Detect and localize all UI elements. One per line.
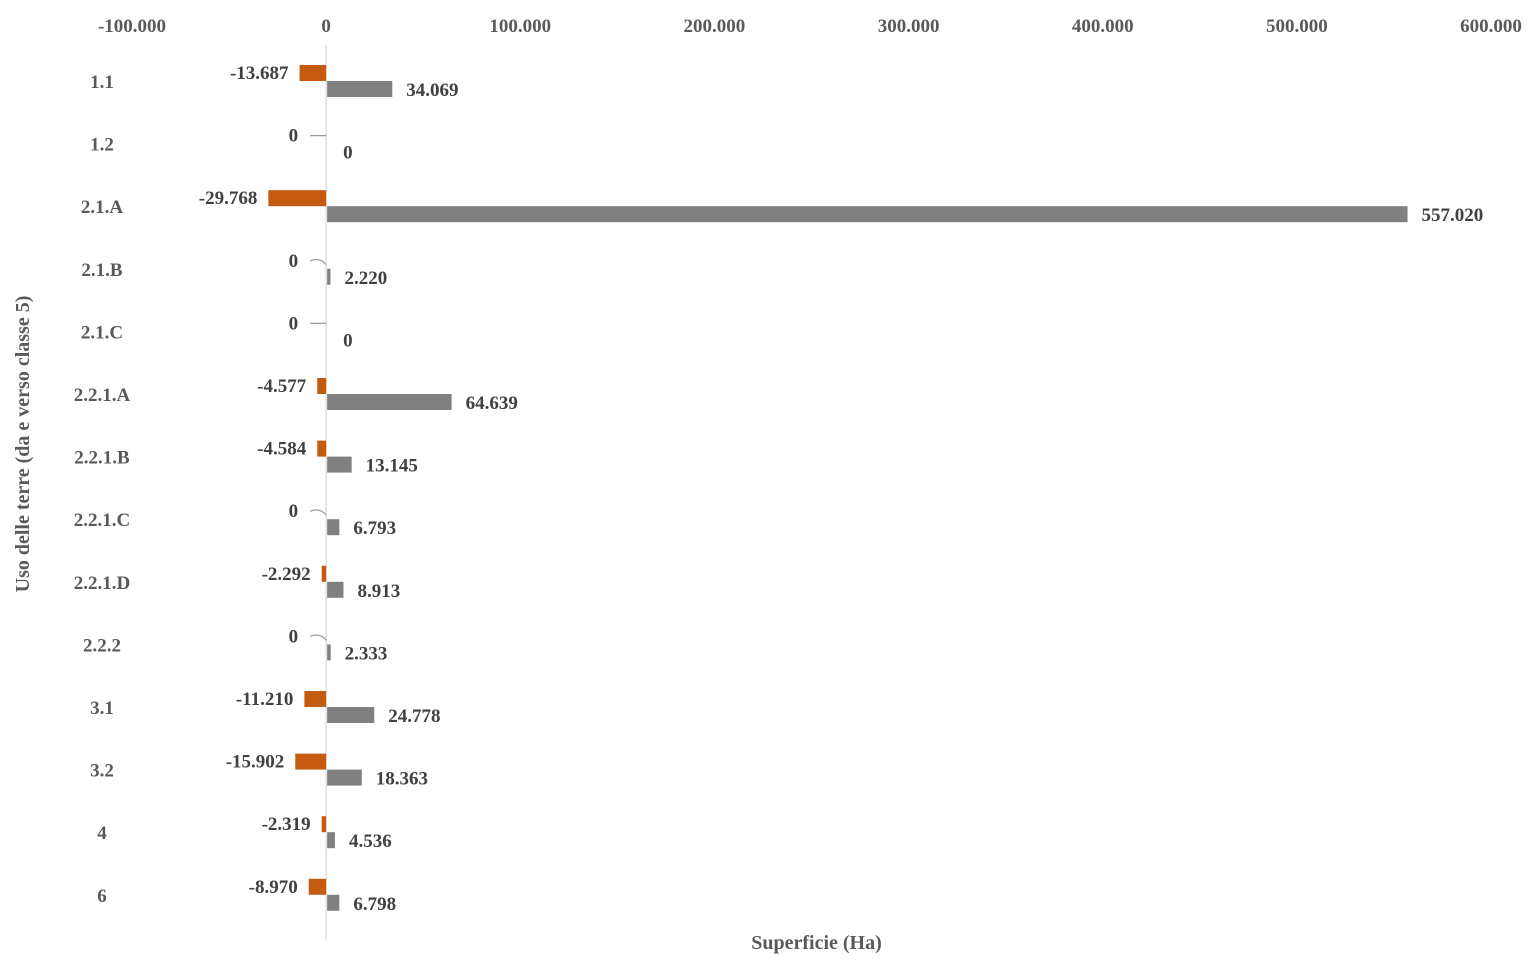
x-tick-label: 500.000 [1266,16,1328,37]
category-label: 2.2.1.C [74,510,130,531]
bar-verso-classe-5 [327,519,339,535]
x-tick-label: 0 [321,16,331,37]
category-label: 2.1.C [81,322,123,343]
bar-da-classe-5 [317,378,326,394]
bar-verso-classe-5 [327,269,330,285]
category-label: 3.2 [90,761,114,782]
data-label-verso-classe-5: 2.333 [345,643,388,664]
bar-verso-classe-5 [327,206,1407,222]
x-tick-label: 200.000 [684,16,746,37]
category-label: 1.1 [90,72,114,93]
data-label-verso-classe-5: 6.798 [353,894,396,915]
x-tick-label: -100.000 [98,16,166,37]
category-label: 2.2.1.A [74,385,131,406]
x-tick-label: 300.000 [878,16,940,37]
data-label-verso-classe-5: 18.363 [376,769,428,790]
category-label: 3.1 [90,698,114,719]
data-label-verso-classe-5: 8.913 [357,581,400,602]
data-label-verso-classe-5: 6.793 [353,518,396,539]
data-label-da-classe-5: -15.902 [226,752,285,773]
bar-verso-classe-5 [327,707,374,723]
data-label-verso-classe-5: 4.536 [349,831,392,852]
leader-line [310,635,326,640]
category-label: 2.1.A [81,197,124,218]
bar-verso-classe-5 [327,895,339,911]
bar-da-classe-5 [268,190,326,206]
bar-da-classe-5 [317,441,326,457]
bar-verso-classe-5 [327,81,392,97]
data-label-verso-classe-5: 2.220 [344,268,387,289]
data-label-da-classe-5: -13.687 [230,63,289,84]
data-label-da-classe-5: 0 [289,251,299,272]
bar-verso-classe-5 [327,582,343,598]
data-label-da-classe-5: 0 [289,313,299,334]
data-label-da-classe-5: 0 [289,126,299,147]
bar-verso-classe-5 [327,644,331,660]
data-label-verso-classe-5: 64.639 [466,393,518,414]
category-label: 6 [97,886,107,907]
category-label: 2.1.B [81,260,123,281]
category-label: 1.2 [90,135,114,156]
bar-verso-classe-5 [327,832,335,848]
x-axis-title: Superficie (Ha) [751,932,882,954]
bar-da-classe-5 [322,566,326,582]
category-label: 4 [97,823,107,844]
x-tick-label: 400.000 [1072,16,1134,37]
data-label-da-classe-5: -4.577 [257,376,307,397]
data-label-da-classe-5: -29.768 [199,188,258,209]
data-label-da-classe-5: -2.292 [262,564,311,585]
x-axis-ticks: -100.000 0 100.000 200.000 300.000 400.000 500… [98,16,1522,37]
data-label-verso-classe-5: 0 [343,330,353,351]
bar-da-classe-5 [295,754,326,770]
leader-line [310,259,326,264]
data-label-da-classe-5: -2.319 [262,814,311,835]
bar-verso-classe-5 [327,457,352,473]
bar-da-classe-5 [304,691,326,707]
data-label-verso-classe-5: 557.020 [1422,205,1484,226]
bar-da-classe-5 [300,65,327,81]
bars-group: -13.687 34.069 0 0 -29.768 557.020 0 2.220 0 0 -4.… [199,63,1484,915]
category-label: 2.2.2 [83,635,121,656]
y-axis-title: Uso delle terre (da e verso classe 5) [12,296,34,593]
bar-da-classe-5 [309,879,326,895]
x-tick-label: 100.000 [489,16,551,37]
data-label-da-classe-5: -4.584 [257,439,307,460]
leader-line [310,510,326,515]
bar-verso-classe-5 [327,770,362,786]
bar-chart: -100.000 0 100.000 200.000 300.000 400.000 500… [0,0,1535,964]
data-label-da-classe-5: 0 [289,626,299,647]
category-labels: 1.1 1.2 2.1.A 2.1.B 2.1.C 2.2.1.A 2.2.1.B 2.2.1… [74,72,131,907]
data-label-verso-classe-5: 13.145 [366,456,418,477]
bar-da-classe-5 [322,816,327,832]
data-label-da-classe-5: 0 [289,501,299,522]
data-label-verso-classe-5: 24.778 [388,706,440,727]
bar-verso-classe-5 [327,394,451,410]
category-label: 2.2.1.D [74,573,130,594]
data-label-verso-classe-5: 0 [343,143,353,164]
data-label-da-classe-5: -8.970 [249,877,298,898]
data-label-verso-classe-5: 34.069 [406,80,458,101]
data-label-da-classe-5: -11.210 [236,689,294,710]
category-label: 2.2.1.B [74,448,130,469]
x-tick-label: 600.000 [1460,16,1522,37]
